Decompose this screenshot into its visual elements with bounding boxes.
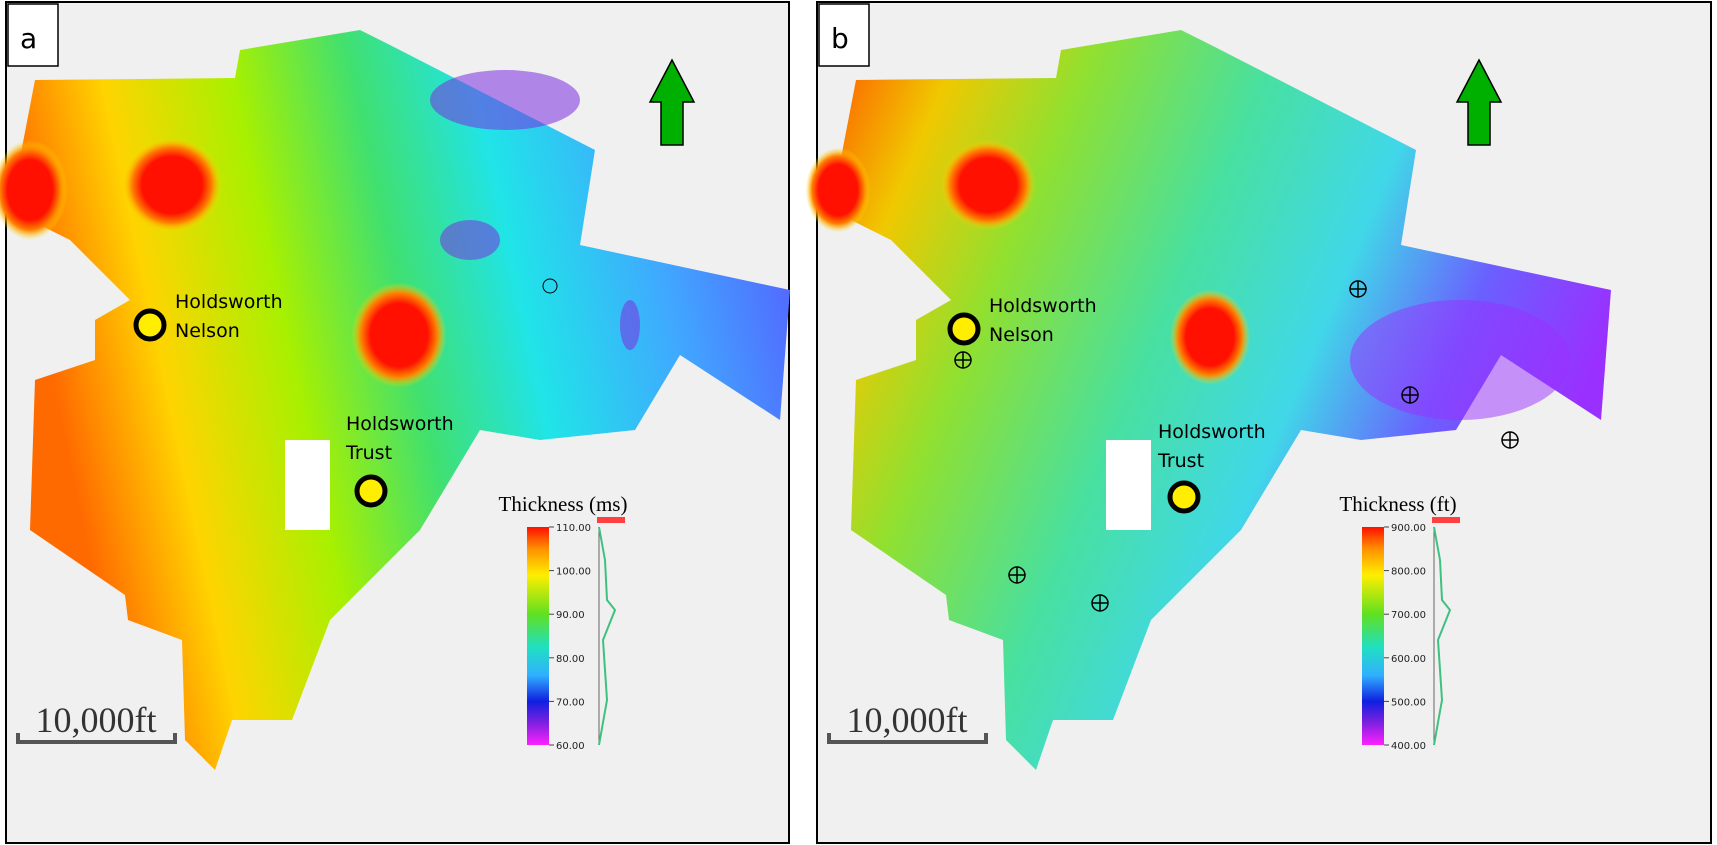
thick-zone [941, 140, 1036, 230]
colorbar-title: Thickness (ms) [499, 492, 628, 516]
colorbar-tick-label: 90.00 [556, 610, 585, 621]
data-gap [1106, 440, 1151, 530]
colorbar-tick-label: 400.00 [1391, 741, 1426, 752]
well-marker [136, 311, 164, 339]
colorbar-tick-label: 60.00 [556, 741, 585, 752]
scale-label: 10,000ft [847, 700, 968, 740]
well-label: Holdsworth [175, 291, 283, 313]
colorbar-tick-label: 800.00 [1391, 567, 1426, 578]
panel-label: b [831, 22, 849, 55]
panel: a Holdsworth Nelson Holdsworth Trust Thicknes… [0, 2, 790, 843]
well-label: Nelson [989, 324, 1054, 346]
histogram-marker [597, 517, 625, 523]
colorbar-title: Thickness (ft) [1339, 492, 1456, 516]
colorbar [527, 527, 549, 745]
panel-label: a [20, 22, 37, 55]
well-marker [357, 477, 385, 505]
thin-zone [620, 300, 640, 350]
well-label: Holdsworth [346, 413, 454, 435]
colorbar-tick-label: 900.00 [1391, 523, 1426, 534]
scale-label: 10,000ft [36, 700, 157, 740]
colorbar-tick-label: 70.00 [556, 697, 585, 708]
well-label: Holdsworth [989, 295, 1097, 317]
colorbar-tick-label: 600.00 [1391, 654, 1426, 665]
thick-zone [1170, 290, 1250, 385]
colorbar-tick-label: 100.00 [556, 567, 591, 578]
well-marker [950, 315, 978, 343]
thin-zone [430, 70, 580, 130]
well-label: Trust [345, 442, 392, 464]
colorbar-tick-label: 80.00 [556, 654, 585, 665]
histogram-marker [1432, 517, 1460, 523]
thin-zone [440, 220, 500, 260]
well-label: Holdsworth [1158, 421, 1266, 443]
well-marker [1170, 483, 1198, 511]
thin-zone [1350, 300, 1570, 420]
colorbar-tick-label: 700.00 [1391, 610, 1426, 621]
well-label: Nelson [175, 320, 240, 342]
colorbar-tick-label: 500.00 [1391, 697, 1426, 708]
panel: b Holdsworth Nelson Holdsworth Trust Thicknes… [806, 2, 1712, 843]
colorbar-tick-label: 110.00 [556, 523, 591, 534]
thick-zone [122, 138, 222, 233]
thick-zone [806, 148, 871, 233]
figure: a Holdsworth Nelson Holdsworth Trust Thicknes… [0, 0, 1717, 845]
data-gap [285, 440, 330, 530]
colorbar [1362, 527, 1384, 745]
thick-zone [352, 283, 447, 388]
well-label: Trust [1157, 450, 1204, 472]
